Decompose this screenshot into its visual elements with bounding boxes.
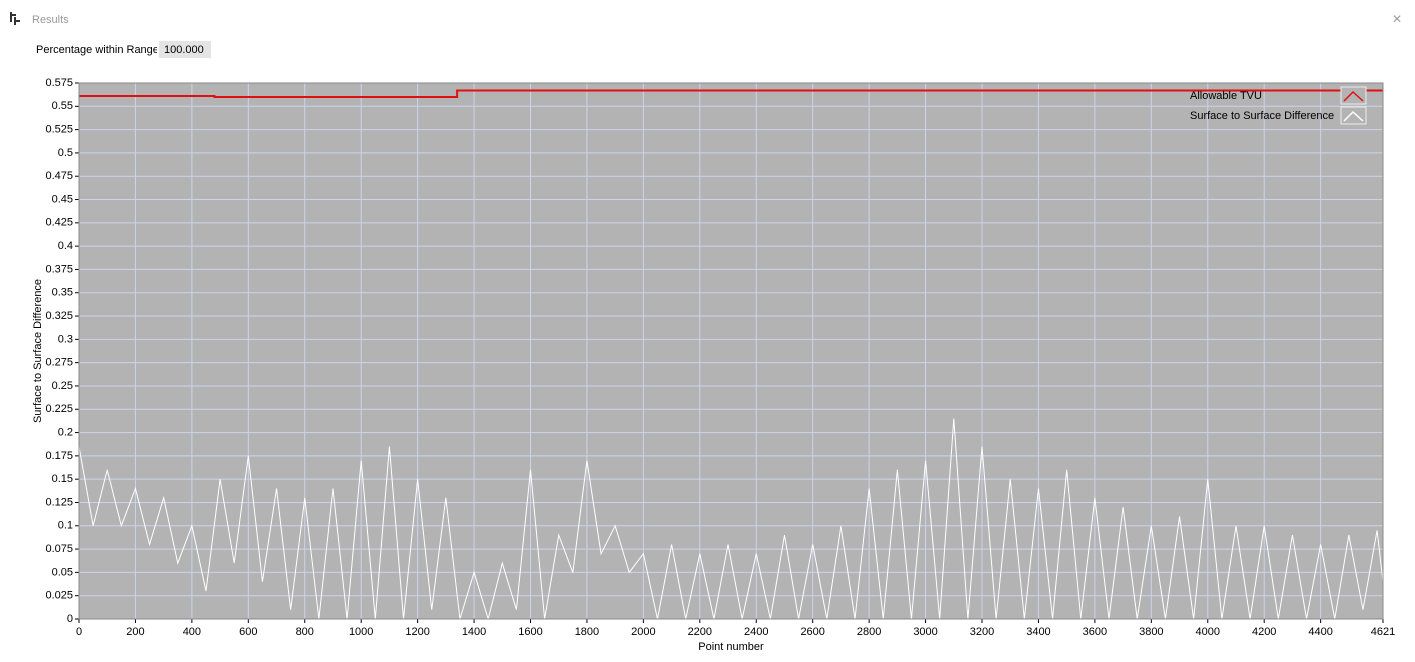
close-button[interactable]: ×	[1392, 11, 1401, 28]
x-tick-label: 2400	[744, 626, 768, 638]
y-tick-label: 0.5	[58, 147, 73, 159]
x-tick-label: 600	[239, 626, 257, 638]
x-tick-label: 3600	[1083, 626, 1107, 638]
x-tick-label: 4400	[1308, 626, 1332, 638]
x-tick-label: 400	[183, 626, 201, 638]
x-tick-label: 4000	[1196, 626, 1220, 638]
x-tick-label: 1200	[405, 626, 429, 638]
series-line	[79, 89, 1383, 98]
y-tick-label: 0	[67, 613, 73, 625]
y-tick-label: 0.55	[52, 100, 73, 112]
y-tick-label: 0.2	[58, 426, 73, 438]
y-tick-label: 0.525	[45, 124, 73, 136]
x-tick-label: 0	[76, 626, 82, 638]
window-icon	[10, 12, 20, 25]
x-tick-label: 200	[126, 626, 144, 638]
y-tick-label: 0.225	[45, 403, 73, 415]
y-tick-label: 0.475	[45, 170, 73, 182]
x-tick-label: 3400	[1026, 626, 1050, 638]
y-tick-label: 0.275	[45, 357, 73, 369]
x-tick-label: 2200	[688, 626, 712, 638]
legend-label: Allowable TVU	[1190, 90, 1262, 102]
x-tick-label: 2800	[857, 626, 881, 638]
x-tick-label: 2000	[631, 626, 655, 638]
x-tick-label: 2600	[800, 626, 824, 638]
y-tick-label: 0.575	[45, 77, 73, 89]
x-tick-label: 4200	[1252, 626, 1276, 638]
y-tick-label: 0.425	[45, 217, 73, 229]
legend-swatch	[1340, 86, 1367, 105]
y-tick-label: 0.15	[52, 473, 73, 485]
plot-frame	[78, 82, 1384, 620]
y-tick-label: 0.075	[45, 543, 73, 555]
x-tick-label: 1800	[575, 626, 599, 638]
y-tick-label: 0.025	[45, 590, 73, 602]
y-tick-label: 0.3	[58, 333, 73, 345]
x-tick-label: 800	[296, 626, 314, 638]
x-tick-label: 1600	[518, 626, 542, 638]
x-tick-label: 3200	[970, 626, 994, 638]
window-title: Results	[32, 14, 69, 26]
x-tick-label: 1400	[462, 626, 486, 638]
x-tick-label: 3800	[1139, 626, 1163, 638]
legend-label: Surface to Surface Difference	[1190, 110, 1334, 122]
x-tick-label: 1000	[349, 626, 373, 638]
y-tick-label: 0.4	[58, 240, 73, 252]
x-axis-label: Point number	[698, 641, 764, 653]
legend-swatch-line	[1343, 110, 1364, 122]
y-axis-label: Surface to Surface Difference	[32, 279, 44, 423]
y-tick-label: 0.45	[52, 193, 73, 205]
y-tick-label: 0.05	[52, 566, 73, 578]
legend-swatch-line	[1343, 90, 1364, 102]
x-tick-label: 3000	[913, 626, 937, 638]
y-tick-label: 0.375	[45, 263, 73, 275]
field-value: 100.000	[164, 44, 204, 56]
plot-area	[79, 83, 1383, 619]
series-line	[78, 418, 1384, 621]
field-label: Percentage within Range	[36, 44, 159, 56]
y-tick-label: 0.325	[45, 310, 73, 322]
y-tick-label: 0.125	[45, 496, 73, 508]
y-tick-label: 0.1	[58, 520, 73, 532]
y-tick-label: 0.35	[52, 287, 73, 299]
legend-swatch	[1340, 106, 1367, 125]
y-tick-label: 0.175	[45, 450, 73, 462]
x-tick-label: 4621	[1371, 626, 1395, 638]
y-tick-label: 0.25	[52, 380, 73, 392]
field-box[interactable]	[157, 39, 213, 60]
